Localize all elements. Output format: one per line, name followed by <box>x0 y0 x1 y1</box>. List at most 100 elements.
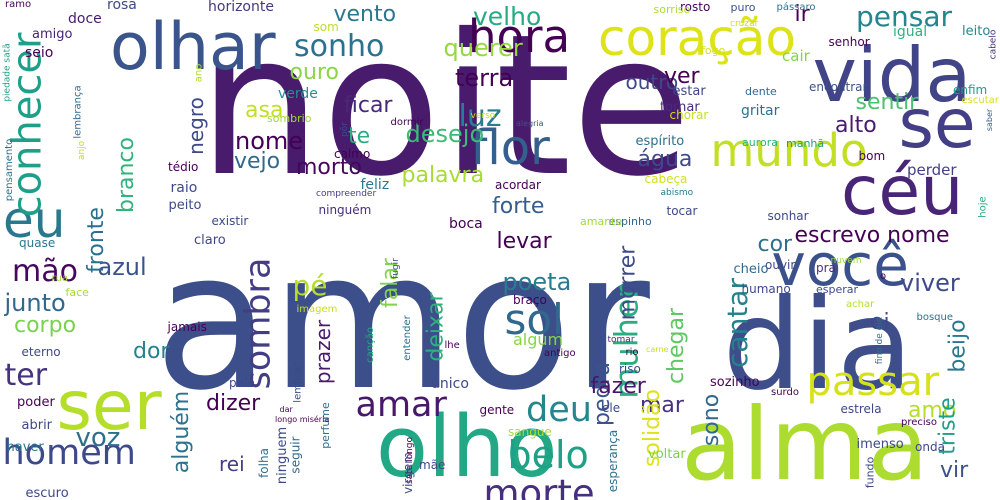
word-imenso: imenso <box>856 436 904 452</box>
word-negro: negro <box>183 97 208 155</box>
word-vento: vento <box>333 2 397 27</box>
word-enfim: enfim <box>953 83 988 97</box>
word-saber: saber <box>985 108 995 132</box>
word-cabeca: cabeça <box>644 172 688 186</box>
word-fronte: fronte <box>83 207 109 273</box>
word-ninguem: ninguem <box>274 426 290 484</box>
word-alto: alto <box>835 113 877 138</box>
word-gritar: gritar <box>741 103 780 119</box>
word-fino-de-ele: fino de ele <box>874 316 885 364</box>
word-perder: perder <box>907 160 957 179</box>
word-riso: riso <box>619 362 641 376</box>
word-sol: sol <box>504 295 564 344</box>
word-sonho: sonho <box>294 29 385 64</box>
word-escutar: escutar <box>961 95 999 106</box>
word-estar: estar <box>672 83 706 99</box>
word-alegria: alegria <box>516 119 544 128</box>
word-som: som <box>313 20 339 34</box>
word-sorriso: sorriso <box>653 2 691 16</box>
word-tocar: tocar <box>666 204 698 218</box>
word-braco: braço <box>513 293 547 307</box>
word-leito: leito <box>962 23 991 39</box>
word-verso: verso <box>470 110 496 121</box>
word-onda: onda <box>915 440 945 454</box>
word-deixar: deixar <box>423 292 449 362</box>
word-luz: luz <box>458 99 502 134</box>
word-fundo: fundo <box>863 456 877 488</box>
word-ouvir: ouvir <box>765 258 796 272</box>
word-terra: terra <box>455 64 514 92</box>
word-algum: algum <box>513 330 564 349</box>
word-cheio: cheio <box>733 261 769 277</box>
word-face: face <box>65 285 89 299</box>
word-deu: deu <box>526 389 592 430</box>
word-amor: amor <box>154 211 650 432</box>
word-entender: entender <box>401 315 413 361</box>
word-rio: rio <box>625 347 639 358</box>
word-humano: humano <box>741 282 791 296</box>
word-ir: ir <box>794 2 810 27</box>
word-carne: carne <box>646 345 669 354</box>
word-rosa: rosa <box>107 0 137 13</box>
word-senhor: senhor <box>828 35 870 49</box>
word-branco: branco <box>114 137 139 213</box>
word-eu: eu <box>3 191 66 249</box>
word-ser: ser <box>56 367 162 446</box>
word-bosque: bosque <box>916 312 954 323</box>
word-beijo: beijo <box>945 319 971 373</box>
word-lhe: lhe <box>444 340 460 351</box>
word-cruzar: cruzar <box>730 18 759 29</box>
word-dor: dor <box>133 339 170 364</box>
word-puro: puro <box>730 0 756 14</box>
word-quase: quase <box>19 236 56 250</box>
word-corpo: corpo <box>14 313 77 338</box>
word-ceu: céu <box>841 152 964 231</box>
word-pensamento: pensamento <box>4 138 16 202</box>
word-azul: azul <box>97 253 147 281</box>
word-asa: asa <box>245 98 284 123</box>
word-ninguem: ninguém <box>318 203 372 217</box>
word-vida: vida <box>812 30 972 119</box>
word-querer: querer <box>443 34 523 62</box>
word-sono: sono <box>699 393 725 447</box>
word-perfume: perfume <box>318 401 332 449</box>
word-agua: água <box>637 147 693 172</box>
word-cabelo: cabelo <box>988 29 999 59</box>
word-voltar: voltar <box>648 446 686 462</box>
word-longo-miseria: longo miséria <box>275 415 330 424</box>
word-manha: manhã <box>786 136 825 150</box>
word-prazer: prazer <box>311 319 336 385</box>
word-outro: outro <box>625 70 679 94</box>
word-compreender: compreender <box>316 188 377 199</box>
word-doce: doce <box>68 11 102 27</box>
word-dormir: dormir <box>390 117 424 128</box>
word-estrela: estrela <box>840 402 882 416</box>
word-abrir: abrir <box>21 417 53 433</box>
word-mao: mão <box>12 254 78 289</box>
word-homem: homem <box>2 432 136 473</box>
word-lembrar: lembrar <box>292 363 304 403</box>
word-raio: raio <box>170 180 198 196</box>
word-tomar: tomar <box>607 334 635 345</box>
word-amar: amar <box>355 384 447 425</box>
word-tornar: tornar <box>660 99 700 115</box>
word-espirito: espírito <box>635 133 685 149</box>
word-sozinho: sozinho <box>710 374 760 390</box>
word-amo: amo <box>908 398 957 423</box>
word-antigo: antigo <box>544 348 576 359</box>
word-morte: morte <box>483 471 595 500</box>
word-tedio: tédio <box>168 160 199 174</box>
word-ver: ver <box>664 64 700 89</box>
word-fogo: fogo <box>701 43 726 57</box>
word-sentir: sentir <box>855 90 919 115</box>
word-ouro: ouro <box>289 60 339 85</box>
word-poder: poder <box>17 394 55 410</box>
word-hoje: hoje <box>977 196 989 218</box>
word-voce: você <box>771 231 909 299</box>
word-existir: existir <box>211 214 249 228</box>
word-virgem: virgem <box>400 452 415 494</box>
word-sangue: sangue <box>508 425 552 439</box>
word-morrer: morrer <box>614 245 640 321</box>
word-pra: pra <box>816 261 836 275</box>
word-olhar: olhar <box>110 9 276 85</box>
